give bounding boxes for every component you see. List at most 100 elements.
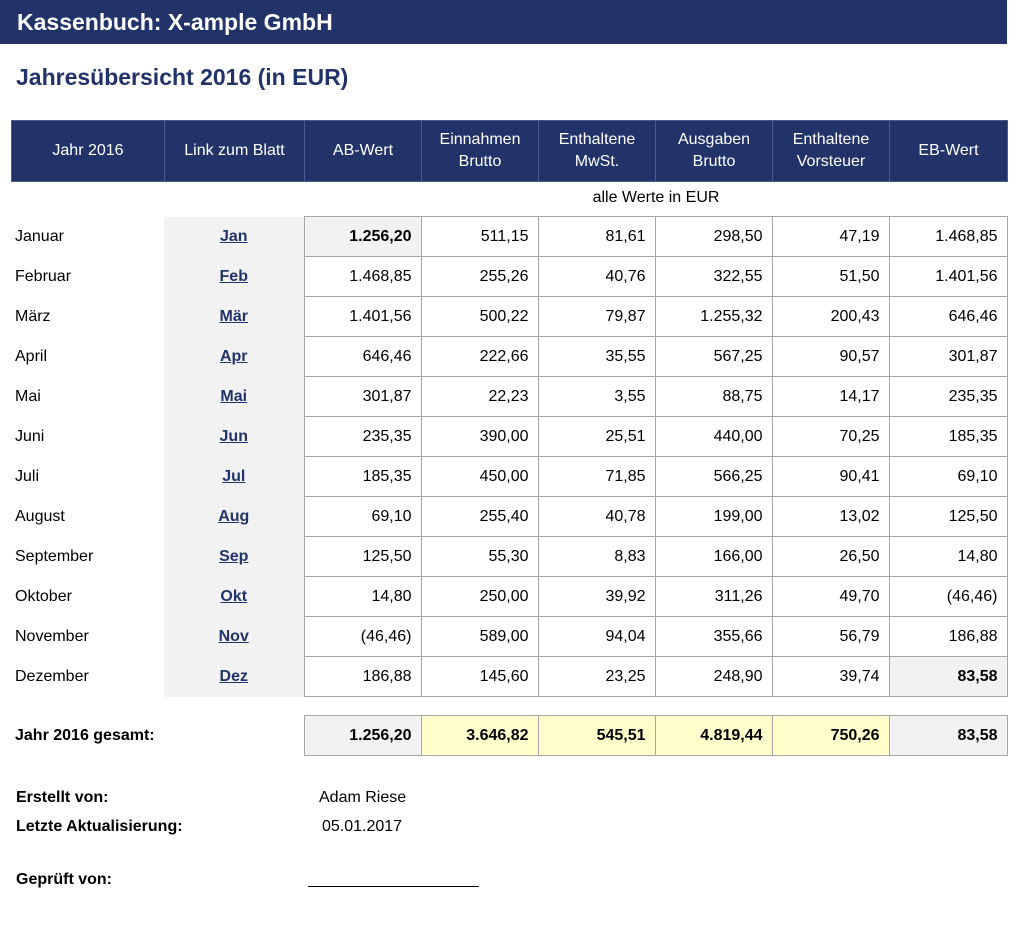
sheet-link[interactable]: Apr bbox=[219, 347, 248, 365]
table-row: April Apr 646,46 222,66 35,55 567,25 90,57 301,… bbox=[11, 336, 1008, 377]
cell-mwst: 25,51 bbox=[537, 416, 656, 457]
cell-mwst: 40,76 bbox=[537, 256, 656, 297]
total-mwst: 545,51 bbox=[537, 715, 656, 756]
cell-einnahmen: 450,00 bbox=[420, 456, 539, 497]
cell-einnahmen: 222,66 bbox=[420, 336, 539, 377]
table-row: Juli Jul 185,35 450,00 71,85 566,25 90,41 69,10 bbox=[11, 456, 1008, 497]
last-updated-label: Letzte Aktualisierung: bbox=[16, 818, 183, 835]
cell-vorsteuer: 47,19 bbox=[771, 216, 890, 257]
table-row: Juni Jun 235,35 390,00 25,51 440,00 70,25 185,3… bbox=[11, 416, 1008, 457]
sheet-link[interactable]: Jan bbox=[219, 227, 248, 245]
cell-ausgaben: 248,90 bbox=[654, 656, 773, 697]
sheet-link-cell: Feb bbox=[164, 256, 304, 297]
table-row: August Aug 69,10 255,40 40,78 199,00 13,02 125,… bbox=[11, 496, 1008, 537]
table-row: Januar Jan 1.256,20 511,15 81,61 298,50 47,19 1… bbox=[11, 216, 1008, 257]
table-row: Dezember Dez 186,88 145,60 23,25 248,90 39,74 8… bbox=[11, 656, 1008, 697]
created-by-label: Erstellt von: bbox=[16, 789, 109, 806]
sheet-link[interactable]: Jun bbox=[219, 427, 248, 445]
cell-mwst: 79,87 bbox=[537, 296, 656, 337]
table-row: März Mär 1.401,56 500,22 79,87 1.255,32 200,43… bbox=[11, 296, 1008, 337]
cell-eb-wert: (46,46) bbox=[888, 576, 1008, 617]
header-mwst: Enthaltene MwSt. bbox=[538, 120, 656, 182]
cell-eb-wert: 235,35 bbox=[888, 376, 1008, 417]
table-row: November Nov (46,46) 589,00 94,04 355,66 56,79… bbox=[11, 616, 1008, 657]
sheet-link[interactable]: Mai bbox=[220, 387, 248, 405]
cell-eb-wert: 185,35 bbox=[888, 416, 1008, 457]
cell-einnahmen: 589,00 bbox=[420, 616, 539, 657]
cell-eb-wert: 69,10 bbox=[888, 456, 1008, 497]
month-name: März bbox=[15, 307, 51, 325]
total-ab-wert: 1.256,20 bbox=[303, 715, 422, 756]
month-name: Februar bbox=[15, 267, 72, 285]
sheet-link-cell: Jun bbox=[164, 416, 304, 457]
sheet-link-cell: Mär bbox=[164, 296, 304, 337]
sheet-link-cell: Sep bbox=[164, 536, 304, 577]
cell-ab-wert: 14,80 bbox=[303, 576, 422, 617]
header-link: Link zum Blatt bbox=[164, 120, 305, 182]
cell-ausgaben: 1.255,32 bbox=[654, 296, 773, 337]
cell-mwst: 23,25 bbox=[537, 656, 656, 697]
cell-vorsteuer: 90,57 bbox=[771, 336, 890, 377]
cell-einnahmen: 500,22 bbox=[420, 296, 539, 337]
created-by-value: Adam Riese bbox=[319, 789, 407, 806]
sheet-link-cell: Mai bbox=[164, 376, 304, 417]
cell-ab-wert: 1.256,20 bbox=[303, 216, 422, 257]
cell-ab-wert: 185,35 bbox=[303, 456, 422, 497]
sheet-link[interactable]: Okt bbox=[220, 587, 248, 605]
sheet-link[interactable]: Jul bbox=[222, 467, 246, 485]
cell-eb-wert: 186,88 bbox=[888, 616, 1008, 657]
header-year: Jahr 2016 bbox=[11, 120, 165, 182]
month-name: Juni bbox=[15, 427, 45, 445]
month-name: Mai bbox=[15, 387, 41, 405]
cell-eb-wert: 301,87 bbox=[888, 336, 1008, 377]
cell-mwst: 40,78 bbox=[537, 496, 656, 537]
cell-vorsteuer: 200,43 bbox=[771, 296, 890, 337]
cell-vorsteuer: 26,50 bbox=[771, 536, 890, 577]
cell-vorsteuer: 70,25 bbox=[771, 416, 890, 457]
sheet-link-cell: Okt bbox=[164, 576, 304, 617]
cell-vorsteuer: 49,70 bbox=[771, 576, 890, 617]
cell-vorsteuer: 14,17 bbox=[771, 376, 890, 417]
total-ausgaben: 4.819,44 bbox=[654, 715, 773, 756]
sheet-link[interactable]: Sep bbox=[219, 547, 249, 565]
cell-ab-wert: 69,10 bbox=[303, 496, 422, 537]
cell-ausgaben: 88,75 bbox=[654, 376, 773, 417]
sheet-link[interactable]: Dez bbox=[219, 667, 248, 685]
table-row: September Sep 125,50 55,30 8,83 166,00 26,50 14… bbox=[11, 536, 1008, 577]
cell-mwst: 71,85 bbox=[537, 456, 656, 497]
cell-einnahmen: 22,23 bbox=[420, 376, 539, 417]
cell-vorsteuer: 56,79 bbox=[771, 616, 890, 657]
month-name: August bbox=[15, 507, 65, 525]
page-subtitle: Jahresübersicht 2016 (in EUR) bbox=[16, 64, 349, 90]
cell-ab-wert: 1.468,85 bbox=[303, 256, 422, 297]
cell-ausgaben: 199,00 bbox=[654, 496, 773, 537]
cell-eb-wert: 83,58 bbox=[888, 656, 1008, 697]
sheet-link-cell: Nov bbox=[164, 616, 304, 657]
cell-einnahmen: 390,00 bbox=[420, 416, 539, 457]
cell-ausgaben: 298,50 bbox=[654, 216, 773, 257]
cell-vorsteuer: 51,50 bbox=[771, 256, 890, 297]
sheet-link[interactable]: Aug bbox=[218, 507, 250, 525]
cell-ab-wert: (46,46) bbox=[303, 616, 422, 657]
month-name: Juli bbox=[15, 467, 40, 485]
cell-ab-wert: 301,87 bbox=[303, 376, 422, 417]
sheet-link[interactable]: Nov bbox=[218, 627, 249, 645]
header-vorsteuer: Enthaltene Vorsteuer bbox=[772, 120, 890, 182]
cell-einnahmen: 250,00 bbox=[420, 576, 539, 617]
table-row: Mai Mai 301,87 22,23 3,55 88,75 14,17 235,35 bbox=[11, 376, 1008, 417]
cell-vorsteuer: 90,41 bbox=[771, 456, 890, 497]
cell-eb-wert: 646,46 bbox=[888, 296, 1008, 337]
cell-ab-wert: 1.401,56 bbox=[303, 296, 422, 337]
cell-ab-wert: 186,88 bbox=[303, 656, 422, 697]
table-row: Oktober Okt 14,80 250,00 39,92 311,26 49,70 (46… bbox=[11, 576, 1008, 617]
sheet-link-cell: Aug bbox=[164, 496, 304, 537]
cell-mwst: 81,61 bbox=[537, 216, 656, 257]
sheet-link[interactable]: Mär bbox=[219, 307, 248, 325]
cell-einnahmen: 55,30 bbox=[420, 536, 539, 577]
cell-vorsteuer: 13,02 bbox=[771, 496, 890, 537]
total-table: Jahr 2016 gesamt: 1.256,20 3.646,82 545,… bbox=[11, 715, 1008, 756]
cell-vorsteuer: 39,74 bbox=[771, 656, 890, 697]
cell-eb-wert: 1.401,56 bbox=[888, 256, 1008, 297]
total-einnahmen: 3.646,82 bbox=[420, 715, 539, 756]
sheet-link[interactable]: Feb bbox=[219, 267, 248, 285]
